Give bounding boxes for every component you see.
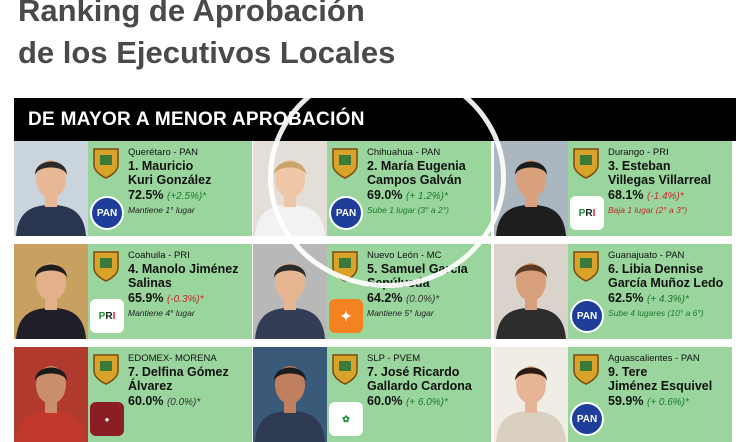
approval-change: (-1.4%)*	[646, 191, 684, 202]
governor-card: ● EDOMEX- MORENA 7. Delfina Gómez Álvare…	[14, 347, 252, 442]
approval-change: (+ 6.0%)*	[405, 397, 448, 408]
governor-name-line1: 9. Tere	[608, 365, 648, 379]
governor-card: PAN Aguascalientes - PAN 9. Tere Jiménez…	[494, 347, 732, 442]
governor-photo	[14, 244, 88, 339]
approval-change: (-0.3%)*	[166, 294, 204, 305]
approval-percent: 62.5%	[608, 291, 644, 305]
approval-change: (+ 1.2%)*	[405, 191, 448, 202]
governor-name-line2: Álvarez	[128, 379, 173, 393]
mc-logo-icon: ✦	[329, 299, 363, 333]
governor-name-line2: Gallardo Cardona	[367, 379, 472, 393]
governor-photo	[253, 141, 327, 236]
governor-photo	[253, 347, 327, 442]
state-party-label: Chihuahua - PAN	[367, 147, 441, 158]
ranking-banner: DE MAYOR A MENOR APROBACIÓN	[14, 98, 736, 141]
morena-logo-icon: ●	[90, 402, 124, 436]
state-seal-icon	[93, 354, 119, 385]
pvem-logo-icon: ✿	[329, 402, 363, 436]
state-party-label: EDOMEX- MORENA	[128, 353, 217, 364]
state-seal-icon	[332, 148, 358, 179]
approval-change: (0.0%)*	[405, 294, 440, 305]
pan-logo-icon: PAN	[570, 402, 604, 436]
state-seal-icon	[573, 251, 599, 282]
approval-percent: 59.9%	[608, 394, 644, 408]
governor-photo	[14, 347, 88, 442]
governor-photo	[494, 141, 568, 236]
governor-name-line2: Jiménez Esquivel	[608, 379, 713, 393]
governor-photo	[494, 244, 568, 339]
governor-name-line1: 5. Samuel García	[367, 262, 468, 276]
state-seal-icon	[93, 251, 119, 282]
governor-name-line2: Sepúlveda	[367, 276, 430, 290]
state-seal-icon	[573, 354, 599, 385]
ranking-note: Sube 1 lugar (3° a 2°)	[367, 205, 449, 215]
state-seal-icon	[93, 148, 119, 179]
governor-photo	[253, 244, 327, 339]
governor-name-line2: Kuri González	[128, 173, 212, 187]
page-title-line2: de los Ejecutivos Locales	[18, 35, 396, 70]
pan-logo-icon: PAN	[329, 196, 363, 230]
governor-name-line1: 7. Delfina Gómez	[128, 365, 229, 379]
state-party-label: Coahuila - PRI	[128, 250, 190, 261]
governor-name-line1: 3. Esteban	[608, 159, 671, 173]
state-party-label: Nuevo León - MC	[367, 250, 442, 261]
governor-name-line2: Campos Galván	[367, 173, 462, 187]
governor-card: PAN Querétaro - PAN 1. Mauricio Kuri Gon…	[14, 141, 252, 236]
approval-percent: 72.5%	[128, 188, 164, 202]
approval-change: (+ 0.6%)*	[646, 397, 689, 408]
state-party-label: Durango - PRI	[608, 147, 669, 158]
governor-name-line1: 2. María Eugenia	[367, 159, 466, 173]
governor-name-line1: 7. José Ricardo	[367, 365, 460, 379]
approval-change: (+ 4.3%)*	[646, 294, 689, 305]
governor-name-line2: Villegas Villarreal	[608, 173, 712, 187]
ranking-note: Mantiene 1° lugar	[128, 205, 195, 215]
state-party-label: Guanajuato - PAN	[608, 250, 685, 261]
approval-change: (0.0%)*	[166, 397, 201, 408]
governor-name-line1: 4. Manolo Jiménez	[128, 262, 239, 276]
state-party-label: Querétaro - PAN	[128, 147, 199, 158]
ranking-note: Mantiene 4° lugar	[128, 308, 195, 318]
state-party-label: Aguascalientes - PAN	[608, 353, 700, 364]
approval-percent: 68.1%	[608, 188, 644, 202]
state-party-label: SLP - PVEM	[367, 353, 421, 364]
governor-name-line1: 1. Mauricio	[128, 159, 194, 173]
ranking-note: Mantiene 5° lugar	[367, 308, 434, 318]
ranking-note: Sube 4 lugares (10° a 6°)	[608, 308, 704, 318]
state-seal-icon	[332, 354, 358, 385]
governor-card: PAN Chihuahua - PAN 2. María Eugenia Cam…	[253, 141, 491, 236]
approval-percent: 69.0%	[367, 188, 403, 202]
pan-logo-icon: PAN	[570, 299, 604, 333]
governor-name-line1: 6. Libia Dennise	[608, 262, 704, 276]
state-seal-icon	[332, 251, 358, 282]
approval-percent: 64.2%	[367, 291, 403, 305]
pan-logo-icon: PAN	[90, 196, 124, 230]
governor-photo	[494, 347, 568, 442]
approval-change: (+2.5%)*	[166, 191, 207, 202]
approval-percent: 60.0%	[128, 394, 164, 408]
page-title-line1: Ranking de Aprobación	[18, 0, 365, 28]
approval-percent: 60.0%	[367, 394, 403, 408]
governor-card: PAN Guanajuato - PAN 6. Libia Dennise Ga…	[494, 244, 732, 339]
governor-name-line2: Salinas	[128, 276, 172, 290]
state-seal-icon	[573, 148, 599, 179]
approval-percent: 65.9%	[128, 291, 164, 305]
governor-photo	[14, 141, 88, 236]
governor-name-line2: García Muñoz Ledo	[608, 276, 724, 290]
governor-card: ✿ SLP - PVEM 7. José Ricardo Gallardo Ca…	[253, 347, 491, 442]
governor-card: ✦ Nuevo León - MC 5. Samuel García Sepúl…	[253, 244, 491, 339]
ranking-note: Baja 1 lugar (2° a 3°)	[608, 205, 688, 215]
banner-label: DE MAYOR A MENOR APROBACIÓN	[28, 109, 365, 130]
